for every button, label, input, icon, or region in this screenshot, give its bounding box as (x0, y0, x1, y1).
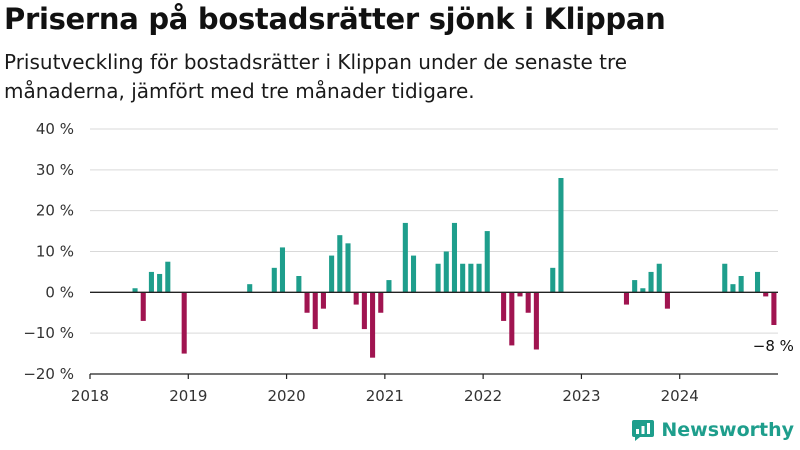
bar (468, 263, 474, 293)
bar (378, 292, 384, 313)
bar (664, 292, 670, 309)
bar (509, 292, 515, 346)
bar (525, 292, 531, 313)
bars (132, 178, 777, 358)
bar (730, 284, 736, 293)
annotations: −8 % (753, 337, 794, 355)
bar (353, 292, 359, 305)
bar (640, 288, 646, 293)
bar (337, 235, 343, 293)
bar (656, 263, 662, 293)
bar (763, 292, 769, 297)
x-tick-label: 2019 (169, 387, 207, 405)
bar (484, 231, 490, 293)
bar (533, 292, 539, 350)
brand-name: Newsworthy (661, 419, 794, 441)
y-tick-label: 30 % (36, 161, 74, 179)
bar (361, 292, 367, 330)
bar (271, 267, 277, 293)
bar (460, 263, 466, 293)
bar (370, 292, 376, 358)
bar (345, 243, 351, 293)
x-tick-label: 2023 (562, 387, 600, 405)
chart-subtitle: Prisutveckling för bostadsrätter i Klipp… (4, 50, 628, 103)
x-axis-ticks: 2018 2019 2020 2021 2022 2023 2024 (71, 374, 699, 405)
bar (451, 222, 458, 293)
bar (771, 292, 777, 325)
bar (550, 267, 556, 293)
annotation-label: −8 % (753, 337, 794, 355)
x-tick-label: 2024 (661, 387, 699, 405)
bar (754, 271, 761, 293)
x-tick-label: 2020 (267, 387, 305, 405)
bar (402, 222, 408, 293)
bar (148, 271, 154, 293)
bar (558, 178, 564, 293)
bar (435, 263, 441, 293)
y-axis-ticks: −20 % −10 % 0 % 10 % 20 % 30 % 40 % (23, 120, 74, 383)
bar (632, 280, 638, 293)
bar (648, 271, 654, 293)
bar (304, 292, 310, 313)
bar (320, 292, 326, 309)
bar (279, 247, 286, 293)
newsworthy-logo-icon (632, 420, 655, 441)
bar (329, 255, 335, 293)
brand-logo: Newsworthy (631, 418, 794, 442)
bar (623, 292, 630, 305)
x-tick-label: 2021 (366, 387, 404, 405)
y-tick-label: −20 % (23, 365, 74, 383)
bar (296, 276, 302, 293)
bar (165, 261, 171, 293)
grid-lines (90, 128, 778, 375)
x-tick-label: 2022 (464, 387, 502, 405)
y-tick-label: 40 % (36, 120, 74, 138)
x-axis (90, 291, 778, 375)
bar (443, 251, 449, 293)
bar (476, 263, 482, 293)
x-tick-label: 2018 (71, 387, 109, 405)
chart-title: Priserna på bostadsrätter sjönk i Klippa… (4, 2, 666, 36)
bar (738, 276, 744, 293)
bar (157, 273, 163, 293)
bar (181, 292, 187, 354)
bar (247, 284, 253, 293)
bar (386, 280, 392, 293)
bar (312, 292, 318, 330)
y-tick-label: 0 % (45, 283, 74, 301)
y-tick-label: 20 % (36, 202, 74, 220)
bar (517, 292, 523, 297)
bar (501, 292, 507, 321)
bar (132, 288, 138, 293)
y-tick-label: −10 % (23, 324, 74, 342)
y-tick-label: 10 % (36, 243, 74, 261)
bar (140, 292, 146, 321)
bar (410, 255, 417, 293)
bar (722, 263, 728, 293)
